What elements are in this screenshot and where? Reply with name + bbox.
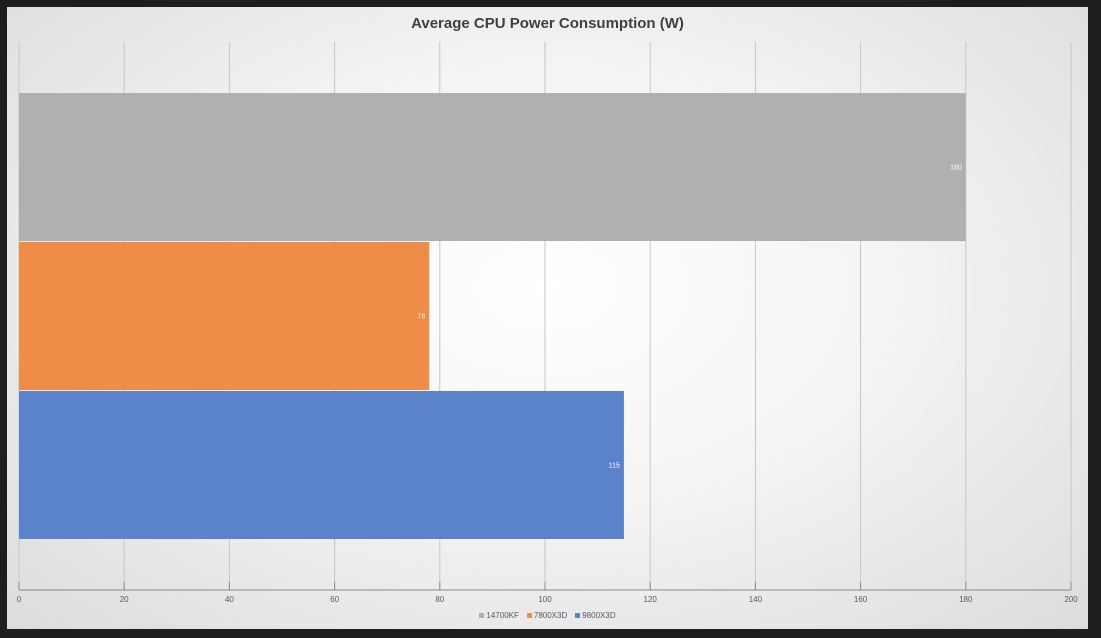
data-label-14700KF: 180 — [950, 165, 962, 172]
x-tick-label-160: 160 — [854, 595, 868, 604]
x-tick-label-100: 100 — [538, 595, 552, 604]
data-label-7800X3D: 78 — [417, 314, 425, 321]
x-tick-label-20: 20 — [120, 595, 129, 604]
legend-swatch — [479, 613, 485, 618]
x-tick-label-80: 80 — [435, 595, 444, 604]
x-tick-label-200: 200 — [1064, 595, 1078, 604]
chart-plot: 0 20 40 60 80 100 120 140 160 180 200 180 78 115 — [17, 42, 1078, 604]
chart-legend: 14700KF 7800X3D 9800X3D — [7, 611, 1088, 620]
x-tick-label-120: 120 — [644, 595, 658, 604]
data-label-9800X3D: 115 — [609, 463, 620, 470]
bar-9800X3D — [19, 391, 624, 539]
bar-14700KF — [19, 93, 966, 241]
legend-item-14700KF: 14700KF — [479, 611, 519, 620]
chart-title: Average CPU Power Consumption (W) — [411, 15, 684, 32]
chart-area: Average CPU Power Consumption (W) 0 20 40 6… — [7, 7, 1088, 629]
x-tick-label-140: 140 — [749, 595, 763, 604]
x-tick-label-180: 180 — [959, 595, 973, 604]
legend-label: 9800X3D — [582, 611, 616, 620]
legend-label: 14700KF — [486, 611, 519, 620]
legend-item-9800X3D: 9800X3D — [575, 611, 616, 620]
x-tick-label-0: 0 — [17, 595, 22, 604]
x-tick-label-60: 60 — [330, 595, 339, 604]
legend-swatch — [575, 613, 581, 618]
legend-swatch — [526, 613, 532, 618]
legend-label: 7800X3D — [533, 611, 568, 620]
x-tick-label-40: 40 — [225, 595, 234, 604]
bar-7800X3D — [19, 242, 430, 390]
legend-item-7800X3D: 7800X3D — [526, 611, 568, 620]
